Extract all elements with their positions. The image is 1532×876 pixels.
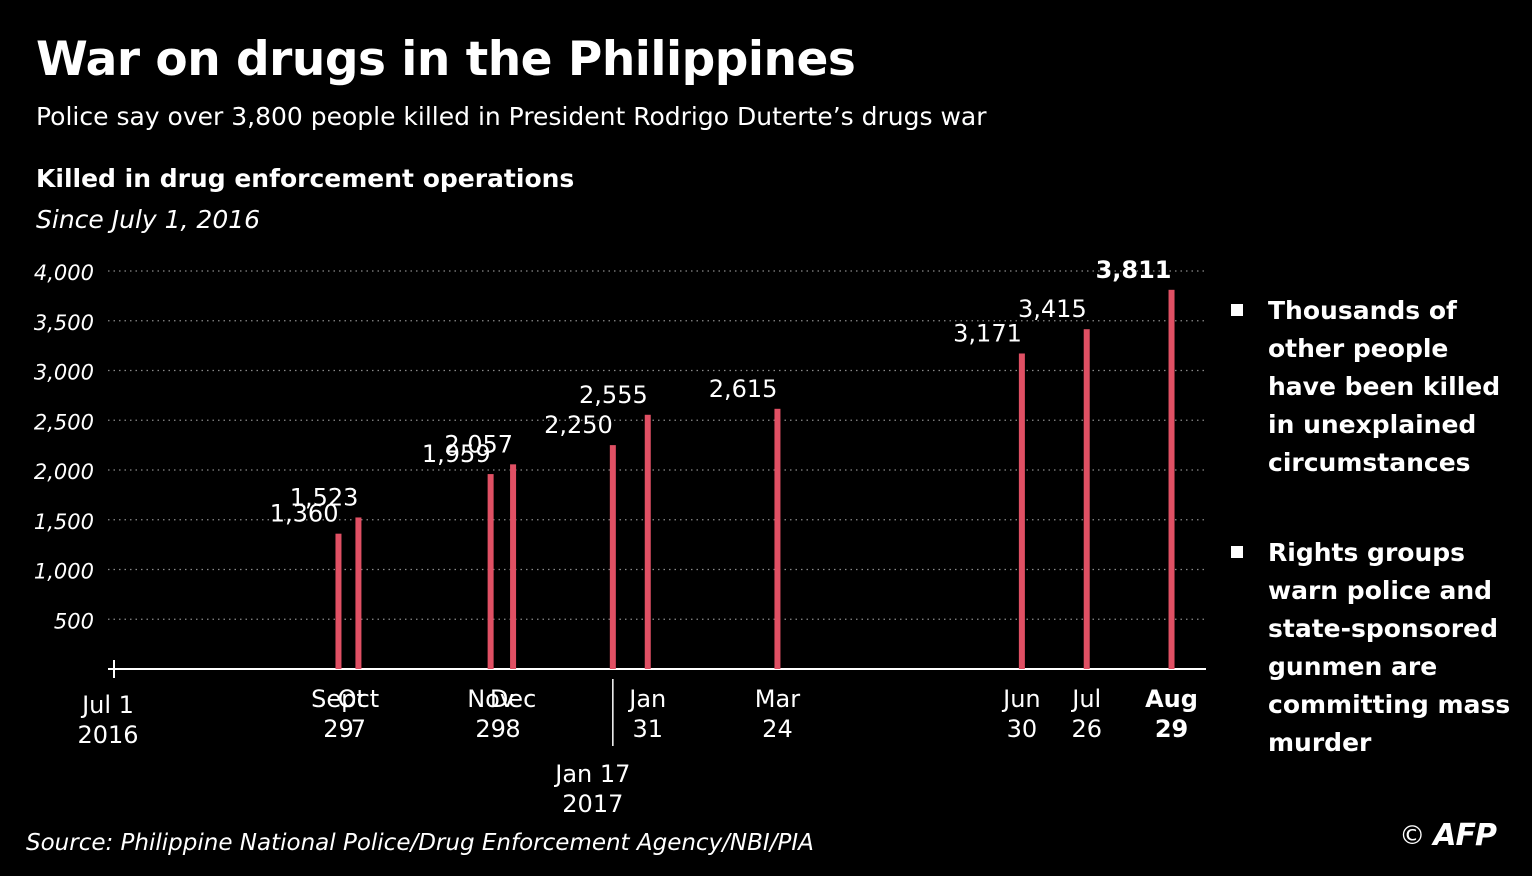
x-tick-label: Aug — [1145, 685, 1198, 713]
data-label: 3,415 — [1018, 295, 1087, 323]
x-tick-label: 29 — [323, 715, 354, 743]
bullet-icon — [1231, 546, 1243, 558]
copyright-symbol: © — [1399, 820, 1426, 851]
x-tick-label: Mar — [755, 685, 800, 713]
afp-logo: © AFP — [1399, 818, 1497, 853]
y-tick-label: 3,000 — [34, 361, 94, 385]
chart-title: War on drugs in the Philippines — [36, 32, 856, 87]
x-tick-label: 29 — [1155, 715, 1188, 743]
y-tick-label: 1,000 — [34, 560, 94, 584]
x-tick-label: Dec — [490, 685, 536, 713]
y-tick-label: 1,500 — [34, 510, 94, 534]
bar — [355, 517, 362, 669]
x-tick-label: Jan 17 — [553, 760, 630, 788]
side-notes: Thousands of other people have been kill… — [1228, 292, 1518, 814]
note-text: Thousands of other people have been kill… — [1268, 296, 1501, 477]
data-label: 1,360 — [270, 500, 339, 528]
bar — [335, 533, 342, 669]
x-tick-label: Sept — [311, 685, 366, 713]
bar — [1168, 289, 1175, 669]
note-item: Rights groups warn police and state-spon… — [1228, 534, 1518, 762]
x-tick-label: 30 — [1007, 715, 1038, 743]
x-tick-label: 8 — [505, 715, 520, 743]
x-tick-label: 24 — [762, 715, 793, 743]
source-note: Source: Philippine National Police/Drug … — [26, 830, 814, 856]
bar — [609, 445, 616, 669]
x-tick-label: Nov — [467, 685, 514, 713]
x-tick-label: 7 — [351, 715, 366, 743]
x-tick-label: 2017 — [562, 790, 623, 818]
data-label: 3,171 — [953, 319, 1022, 347]
x-tick-label: Oct — [338, 685, 380, 713]
y-tick-label: 2,500 — [34, 410, 94, 434]
data-label: 3,811 — [1096, 256, 1172, 284]
bullet-icon — [1231, 304, 1243, 316]
y-tick-label: 4,000 — [34, 261, 94, 285]
x-tick-label: 2016 — [77, 721, 138, 749]
data-label: 1,523 — [290, 483, 359, 511]
chart-section-title: Killed in drug enforcement operations — [36, 164, 575, 193]
data-label: 2,555 — [579, 381, 648, 409]
x-tick-label: Jun — [1001, 685, 1041, 713]
note-item: Thousands of other people have been kill… — [1228, 292, 1518, 482]
note-text: Rights groups warn police and state-spon… — [1268, 538, 1511, 757]
x-tick-label: 29 — [475, 715, 506, 743]
bar — [1018, 353, 1025, 669]
y-tick-label: 500 — [54, 609, 94, 633]
bar — [644, 414, 651, 669]
chart-section-subtitle: Since July 1, 2016 — [36, 205, 261, 234]
data-label: 1,959 — [422, 440, 491, 468]
data-label: 2,250 — [544, 411, 613, 439]
bar — [1083, 329, 1090, 669]
x-tick-label: Jan — [627, 685, 666, 713]
x-tick-label: Jul 1 — [80, 691, 134, 719]
data-label: 2,057 — [444, 430, 513, 458]
chart-subtitle: Police say over 3,800 people killed in P… — [36, 102, 987, 131]
bar — [774, 408, 781, 669]
bar — [510, 464, 517, 669]
y-tick-label: 3,500 — [34, 311, 94, 335]
y-tick-label: 2,000 — [34, 460, 94, 484]
data-label: 2,615 — [709, 375, 778, 403]
bar — [487, 474, 494, 669]
x-tick-label: 26 — [1071, 715, 1102, 743]
x-tick-label: Jul — [1070, 685, 1101, 713]
afp-logo-text: AFP — [1433, 818, 1497, 853]
x-tick-label: 31 — [632, 715, 663, 743]
